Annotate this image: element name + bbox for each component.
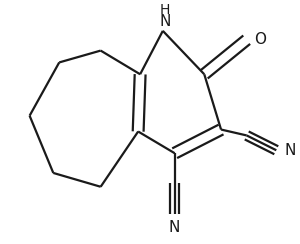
Text: N: N bbox=[159, 14, 170, 29]
Text: O: O bbox=[255, 32, 267, 47]
Text: N: N bbox=[169, 220, 180, 235]
Text: H: H bbox=[160, 3, 170, 17]
Text: N: N bbox=[284, 143, 296, 158]
